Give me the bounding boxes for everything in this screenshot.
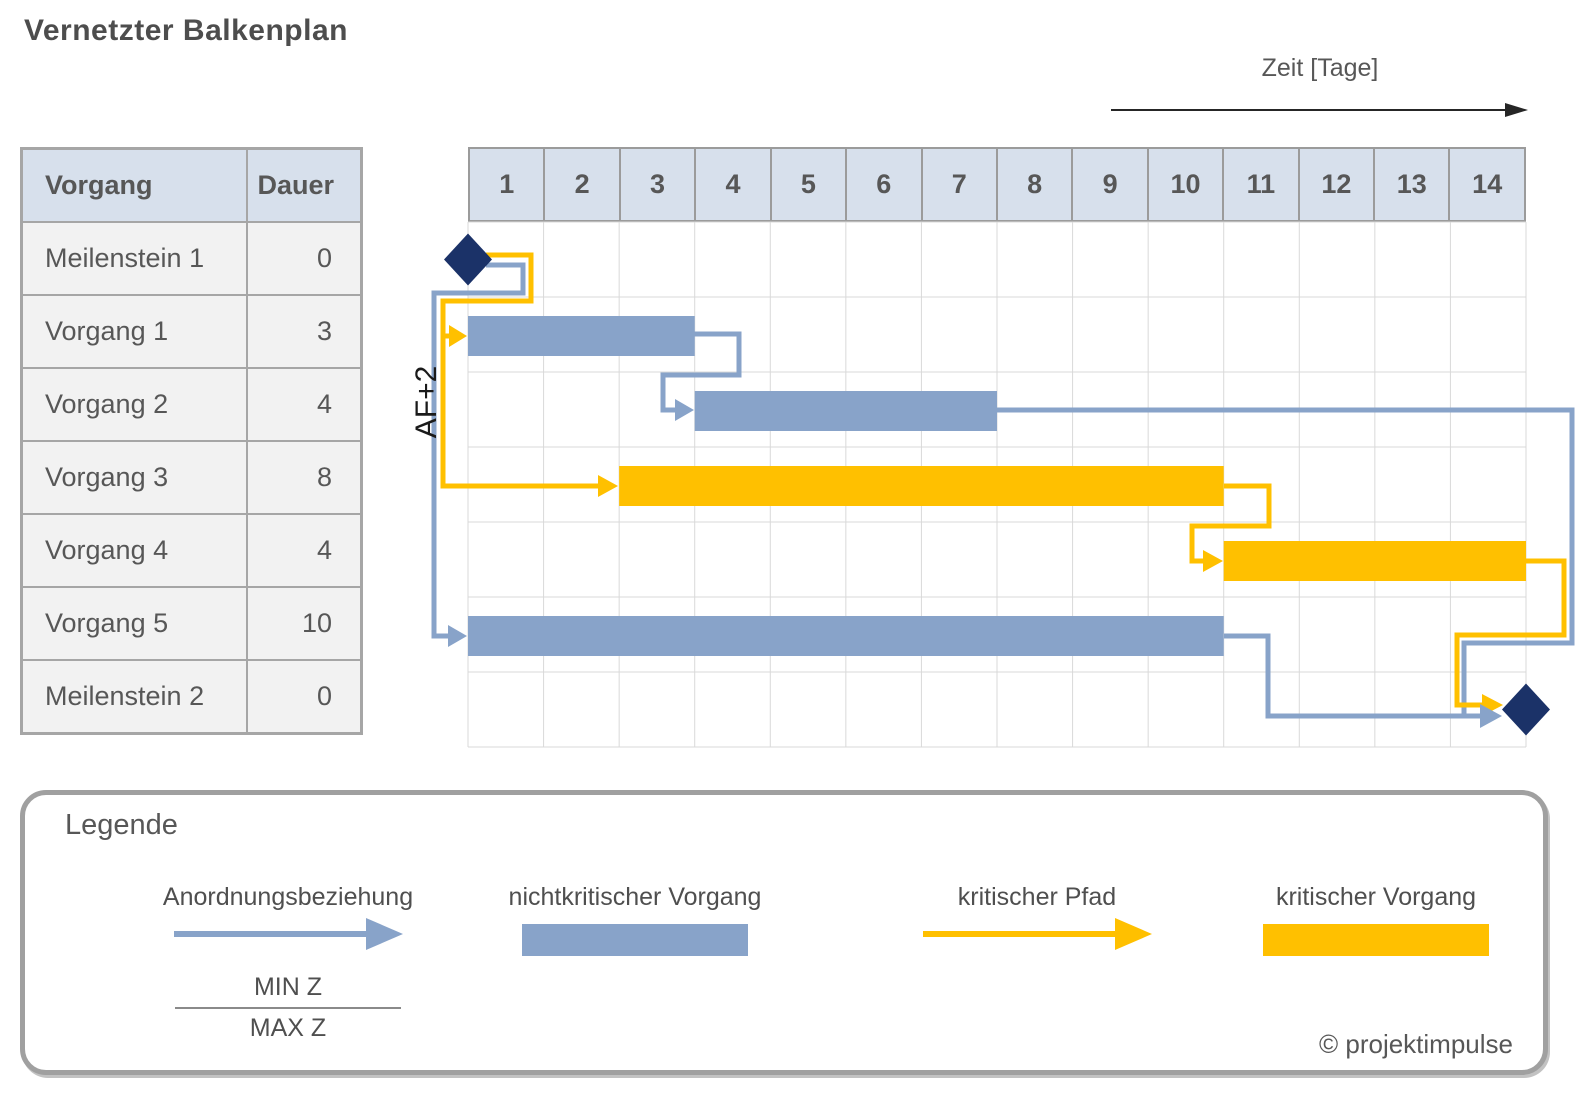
gantt-bars xyxy=(468,316,1526,656)
max-z-label: MAX Z xyxy=(249,1014,327,1042)
noncritical-bar-swatch xyxy=(522,924,748,956)
task-name: Meilenstein 2 xyxy=(20,659,248,735)
table-row: Vorgang 3 8 xyxy=(20,440,363,515)
day-header-cell: 13 xyxy=(1373,149,1449,220)
connector-milestone1-vorgang3-arrowhead xyxy=(598,475,618,497)
table-row: Vorgang 5 10 xyxy=(20,586,363,661)
day-header-cell: 7 xyxy=(920,149,996,220)
column-header-dauer: Dauer xyxy=(245,147,363,223)
task-name: Vorgang 5 xyxy=(20,586,248,661)
legend-item-label: Anordnungsbeziehung xyxy=(162,883,414,911)
connector-milestone1-vorgang1-arrowhead xyxy=(449,325,467,347)
day-header-cell: 3 xyxy=(618,149,695,220)
day-header-cell: 10 xyxy=(1146,149,1223,220)
task-duration: 10 xyxy=(245,586,363,661)
task-duration: 3 xyxy=(245,294,363,369)
table-header-row: Vorgang Dauer xyxy=(20,147,363,223)
legend-item-kritischer-vorgang: kritischer Vorgang xyxy=(1236,883,1516,956)
day-header-cell: 8 xyxy=(995,149,1072,220)
legend-item-kritischer-pfad: kritischer Pfad xyxy=(897,883,1177,961)
task-bar-vorgang-1 xyxy=(468,316,695,356)
task-name: Vorgang 2 xyxy=(20,367,248,442)
critical-path-arrow-icon xyxy=(923,918,1152,950)
day-header-cell: 6 xyxy=(845,149,921,220)
connector-vorgang1-vorgang2 xyxy=(660,331,742,413)
day-header-cell: 2 xyxy=(543,149,619,220)
task-duration: 8 xyxy=(245,440,363,515)
connector-vorgang5-milestone2 xyxy=(1224,633,1481,719)
task-bar-vorgang-4 xyxy=(1223,541,1526,581)
task-name: Meilenstein 1 xyxy=(20,221,248,296)
task-duration: 4 xyxy=(245,367,363,442)
table-row: Vorgang 1 3 xyxy=(20,294,363,369)
table-row: Vorgang 4 4 xyxy=(20,513,363,588)
connector-milestone1-vorgang3 xyxy=(440,252,600,489)
day-header-cell: 1 xyxy=(470,149,544,220)
connector-vorgang3-vorgang4 xyxy=(1189,483,1272,564)
fraction-divider xyxy=(175,1007,401,1009)
day-header-cell: 5 xyxy=(769,149,846,220)
time-axis-arrow xyxy=(1111,103,1528,117)
task-duration: 4 xyxy=(245,513,363,588)
legend-item-label: kritischer Pfad xyxy=(957,883,1117,911)
column-header-vorgang: Vorgang xyxy=(20,147,248,223)
task-duration: 0 xyxy=(245,221,363,296)
legend: Legende Anordnungsbeziehung nichtkritisc… xyxy=(20,790,1548,1075)
task-name: Vorgang 4 xyxy=(20,513,248,588)
legend-item-nichtkritischer-vorgang: nichtkritischer Vorgang xyxy=(495,883,775,956)
day-header-cell: 12 xyxy=(1297,149,1374,220)
table-row: Vorgang 2 4 xyxy=(20,367,363,442)
table-row: Meilenstein 1 0 xyxy=(20,221,363,296)
milestone-diamond-meilenstein-2 xyxy=(1502,683,1550,736)
connector-vorgang3-vorgang4-arrowhead xyxy=(1203,550,1223,572)
min-z-label: MIN Z xyxy=(253,973,323,1001)
day-header-cell: 9 xyxy=(1071,149,1147,220)
connector-milestone1-vorgang5-arrowhead xyxy=(448,625,467,647)
legend-item-label: nichtkritischer Vorgang xyxy=(508,883,762,911)
legend-item-label: kritischer Vorgang xyxy=(1275,883,1477,911)
task-name: Vorgang 1 xyxy=(20,294,248,369)
day-header-cell: 14 xyxy=(1448,149,1524,220)
day-header-cell: 4 xyxy=(694,149,770,220)
milestone-diamond-meilenstein-1 xyxy=(444,233,492,286)
gantt-day-header: 1 2 3 4 5 6 7 8 9 10 11 12 13 14 xyxy=(468,147,1526,222)
connector-vorgang1-vorgang2-arrowhead xyxy=(675,399,694,421)
lag-label: AF+2 xyxy=(410,366,443,439)
milestones-layer xyxy=(444,233,1550,736)
connector-milestone2-blue-arrowhead xyxy=(1480,704,1502,728)
table-row: Meilenstein 2 0 xyxy=(20,659,363,735)
noncritical-connectors xyxy=(431,262,1575,719)
day-header-cell: 11 xyxy=(1222,149,1298,220)
copyright: © projektimpulse xyxy=(1318,1029,1513,1059)
task-bar-vorgang-3 xyxy=(619,466,1224,506)
critical-bar-swatch xyxy=(1263,924,1489,956)
time-axis-label: Zeit [Tage] xyxy=(1261,54,1379,82)
task-name: Vorgang 3 xyxy=(20,440,248,515)
relation-arrow-icon xyxy=(174,918,403,950)
task-duration: 0 xyxy=(245,659,363,735)
legend-title: Legende xyxy=(65,809,178,841)
task-bar-vorgang-2 xyxy=(694,391,997,431)
task-table: Vorgang Dauer Meilenstein 1 0 Vorgang 1 … xyxy=(20,147,363,735)
min-max-fraction: MIN Z MAX Z xyxy=(148,973,428,1043)
page-title: Vernetzter Balkenplan xyxy=(24,14,348,47)
legend-item-anordnungsbeziehung: Anordnungsbeziehung xyxy=(148,883,428,961)
task-bar-vorgang-5 xyxy=(468,616,1224,656)
connector-milestone1-vorgang5 xyxy=(431,262,526,639)
connector-vorgang4-milestone2 xyxy=(1454,558,1567,708)
